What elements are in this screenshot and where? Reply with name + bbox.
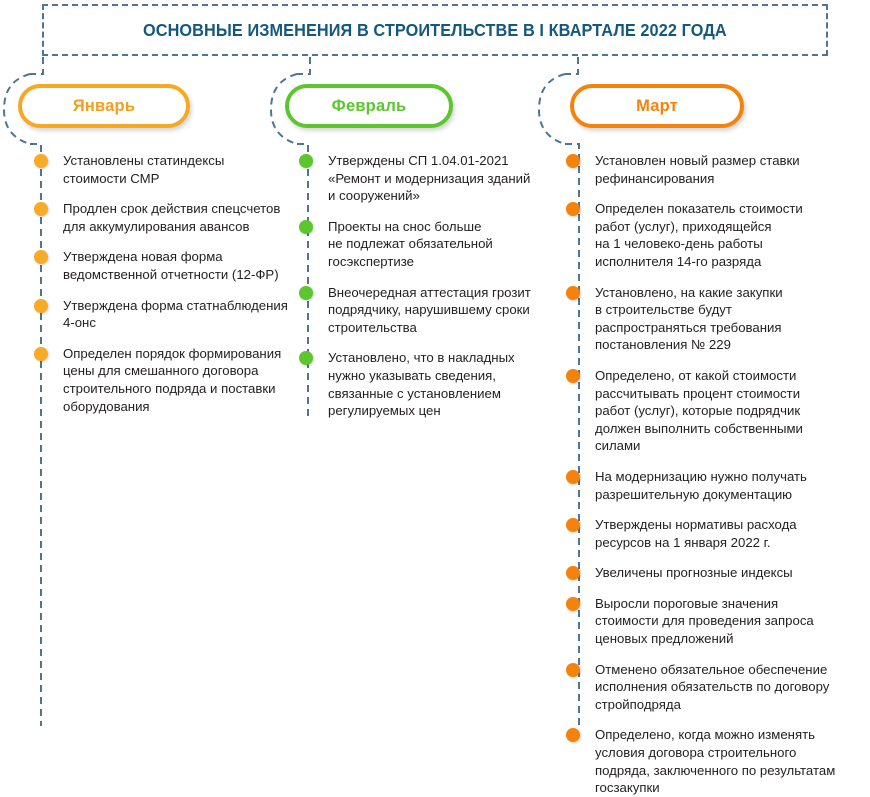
list-item: Определено, от какой стоимости рассчитыв… xyxy=(566,367,864,455)
month-label-march: Март xyxy=(636,96,678,115)
list-item-text: Утверждены нормативы расхода ресурсов на… xyxy=(595,517,797,550)
list-item-text: Выросли пороговые значения стоимости для… xyxy=(595,595,814,647)
bullet-dot-icon xyxy=(34,298,48,313)
list-item: Установлены статиндексы стоимости СМР xyxy=(34,152,302,187)
list-item: Определен порядок формирования цены для … xyxy=(34,345,302,415)
list-item-text: Определен порядок формирования цены для … xyxy=(63,345,282,414)
item-list-february: Утверждены СП 1.04.01-2021 «Ремонт и мод… xyxy=(299,152,551,420)
list-item-text: Установлено, на какие закупки в строител… xyxy=(595,284,783,353)
column-march: Март Установлен новый размер ставки рефи… xyxy=(540,84,866,797)
month-label-february: Февраль xyxy=(331,96,407,115)
list-item: Продлен срок действия спецсчетов для акк… xyxy=(34,200,302,235)
list-item: Утверждены нормативы расхода ресурсов на… xyxy=(566,516,864,551)
list-item-text: Утверждена новая форма ведомственной отч… xyxy=(63,249,279,282)
list-item-text: На модернизацию нужно получать разрешите… xyxy=(595,468,807,502)
list-item-text: Определен показатель стоимости работ (ус… xyxy=(595,201,803,269)
bullet-dot-icon xyxy=(566,518,580,533)
infographic-canvas: ОСНОВНЫЕ ИЗМЕНЕНИЯ В СТРОИТЕЛЬСТВЕ В I К… xyxy=(2,4,835,795)
bullet-dot-icon xyxy=(34,202,48,217)
list-item-text: Утверждена форма статнаблюдения 4-онс xyxy=(63,297,288,331)
list-item: Выросли пороговые значения стоимости для… xyxy=(566,595,864,648)
column-january: Январь Установлены статиндексы стоимости… xyxy=(8,84,304,415)
list-item: Утверждена новая форма ведомственной отч… xyxy=(34,248,302,283)
infographic-title-box: ОСНОВНЫЕ ИЗМЕНЕНИЯ В СТРОИТЕЛЬСТВЕ В I К… xyxy=(42,4,828,56)
month-badge-january[interactable]: Январь xyxy=(18,84,190,128)
bullet-dot-icon xyxy=(34,154,48,168)
bullet-dot-icon xyxy=(566,728,580,743)
list-item: Проекты на снос больше не подлежат обяза… xyxy=(299,218,551,271)
bullet-dot-icon xyxy=(566,566,580,581)
bullet-dot-icon xyxy=(566,662,580,677)
list-item: Установлен новый размер ставки рефинанси… xyxy=(566,152,864,187)
list-item-text: Установлены статиндексы стоимости СМР xyxy=(63,153,225,186)
list-item: Утверждены СП 1.04.01-2021 «Ремонт и мод… xyxy=(299,152,551,205)
list-item-text: Продлен срок действия спецсчетов для акк… xyxy=(63,201,281,234)
column-february: Февраль Утверждены СП 1.04.01-2021 «Ремо… xyxy=(275,84,555,420)
bullet-dot-icon xyxy=(299,351,313,366)
bullet-dot-icon xyxy=(566,596,580,611)
list-item-text: Установлен новый размер ставки рефинанси… xyxy=(595,153,800,186)
bullet-dot-icon xyxy=(566,154,580,168)
list-item: Определен показатель стоимости работ (ус… xyxy=(566,200,864,270)
list-item-text: Установлено, что в накладных нужно указы… xyxy=(328,350,515,419)
list-item-text: Увеличены прогнозные индексы xyxy=(595,565,793,581)
list-item: Установлено, на какие закупки в строител… xyxy=(566,284,864,354)
bullet-dot-icon xyxy=(566,285,580,300)
list-item: Определено, когда можно изменять условия… xyxy=(566,726,864,796)
bullet-dot-icon xyxy=(34,250,48,265)
page-title: ОСНОВНЫЕ ИЗМЕНЕНИЯ В СТРОИТЕЛЬСТВЕ В I К… xyxy=(143,19,727,40)
list-item-text: Отменено обязательное обеспечение исполн… xyxy=(595,661,830,712)
bullet-dot-icon xyxy=(566,469,580,484)
bullet-dot-icon xyxy=(299,219,313,234)
bullet-dot-icon xyxy=(566,368,580,383)
list-item-text: Проекты на снос больше не подлежат обяза… xyxy=(328,218,493,269)
item-list-january: Установлены статиндексы стоимости СМР Пр… xyxy=(34,152,302,415)
month-badge-march[interactable]: Март xyxy=(570,84,744,128)
list-item: Увеличены прогнозные индексы xyxy=(566,564,864,582)
bullet-dot-icon xyxy=(299,285,313,300)
list-item-text: Определено, от какой стоимости рассчитыв… xyxy=(595,367,803,454)
list-item-text: Определено, когда можно изменять условия… xyxy=(595,727,836,796)
list-item: Отменено обязательное обеспечение исполн… xyxy=(566,661,864,714)
month-label-january: Январь xyxy=(72,96,136,115)
month-badge-february[interactable]: Февраль xyxy=(285,84,453,128)
item-list-march: Установлен новый размер ставки рефинанси… xyxy=(566,152,864,797)
list-item: На модернизацию нужно получать разрешите… xyxy=(566,468,864,503)
list-item: Утверждена форма статнаблюдения 4-онс xyxy=(34,297,302,332)
list-item-text: Утверждены СП 1.04.01-2021 «Ремонт и мод… xyxy=(328,153,531,204)
bullet-dot-icon xyxy=(299,154,313,168)
list-item: Установлено, что в накладных нужно указы… xyxy=(299,349,551,419)
list-item-text: Внеочередная аттестация грозит подрядчик… xyxy=(328,284,531,335)
list-item: Внеочередная аттестация грозит подрядчик… xyxy=(299,284,551,337)
bullet-dot-icon xyxy=(566,202,580,217)
bullet-dot-icon xyxy=(34,346,48,361)
